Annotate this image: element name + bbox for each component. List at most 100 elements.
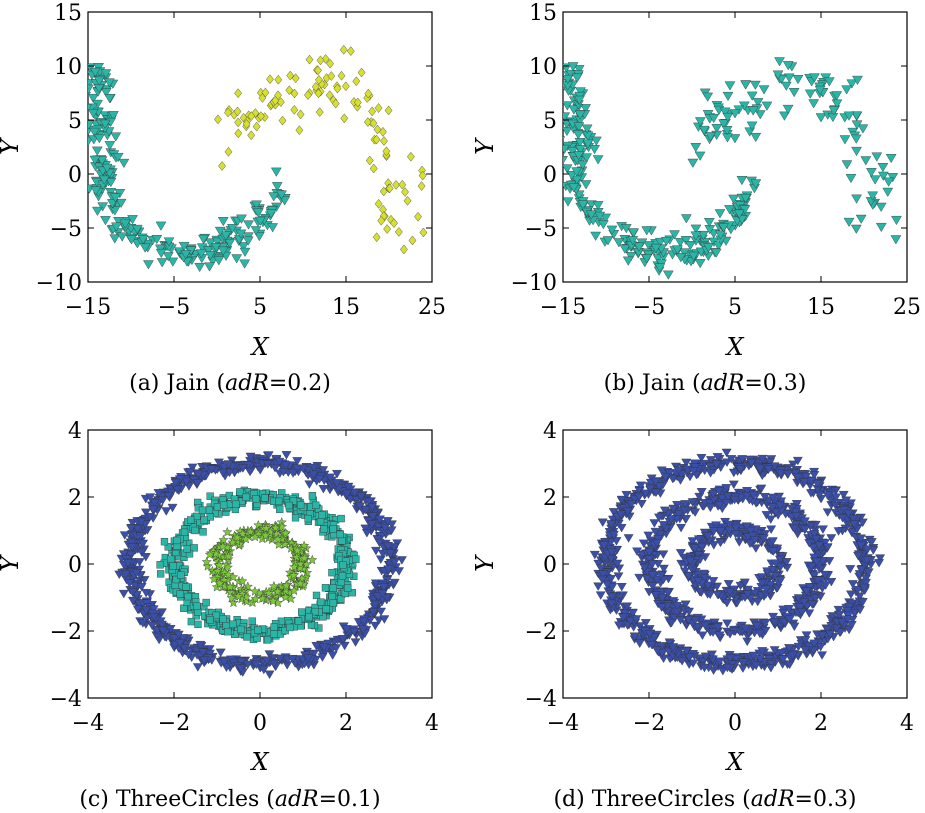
data-point [726, 455, 737, 464]
data-point [799, 517, 810, 526]
data-point [800, 636, 811, 645]
data-point [851, 194, 862, 204]
data-point [127, 588, 138, 597]
y-tick-label: 10 [529, 55, 557, 80]
data-point [342, 489, 353, 499]
data-point [321, 54, 330, 64]
data-point [729, 495, 740, 505]
data-point [156, 570, 165, 578]
data-point [684, 607, 694, 617]
data-point [249, 531, 261, 542]
data-point [93, 134, 105, 144]
data-point [575, 145, 586, 155]
x-axis-label: X [724, 748, 744, 776]
data-point [749, 535, 760, 545]
data-point [592, 201, 604, 211]
data-point [357, 67, 366, 78]
data-point [675, 549, 686, 558]
data-point [254, 216, 266, 226]
data-point [783, 73, 795, 83]
data-point [563, 109, 564, 111]
data-point [649, 519, 660, 528]
plot-area [87, 429, 433, 699]
x-tick-label: −5 [633, 295, 665, 320]
data-point [390, 218, 398, 228]
data-point [255, 466, 266, 475]
data-point [730, 530, 741, 539]
data-point [725, 630, 735, 639]
data-point [784, 615, 795, 624]
x-tick-label: 2 [814, 711, 828, 736]
x-tick-label: 2 [339, 711, 353, 736]
data-point [776, 649, 787, 658]
x-tick-label: 15 [807, 295, 835, 320]
data-point [666, 618, 677, 628]
data-point [318, 511, 326, 519]
data-point [712, 582, 722, 592]
data-point [325, 473, 336, 483]
data-point [857, 124, 869, 134]
data-point [194, 262, 206, 273]
data-point [702, 92, 714, 102]
data-point [638, 539, 649, 549]
data-point [589, 550, 600, 560]
data-point [755, 655, 766, 664]
data-point [285, 501, 293, 510]
data-point [650, 477, 661, 487]
data-point [680, 214, 692, 224]
data-point [320, 525, 328, 533]
panel-caption: (c) ThreeCircles (adR=0.1) [79, 787, 380, 812]
data-point [627, 609, 638, 618]
data-point [163, 237, 175, 247]
data-point [775, 501, 785, 511]
data-point [717, 667, 728, 676]
data-point [633, 242, 645, 252]
data-point [683, 615, 694, 625]
data-point [408, 235, 417, 246]
data-point [706, 650, 717, 660]
data-point [668, 643, 679, 652]
data-point [563, 74, 574, 85]
data-point [88, 76, 89, 79]
data-point [675, 616, 686, 625]
data-point [595, 591, 606, 600]
data-point [869, 175, 881, 185]
data-point [394, 567, 404, 576]
data-point [126, 235, 137, 245]
data-point [705, 503, 716, 513]
data-point [305, 54, 314, 65]
data-point [322, 605, 330, 613]
data-point [634, 573, 645, 583]
data-point [606, 599, 617, 609]
data-point [800, 525, 810, 534]
data-point [385, 549, 396, 558]
data-point [690, 508, 701, 517]
data-point [208, 573, 220, 584]
data-point [783, 605, 794, 614]
data-point [298, 608, 306, 616]
y-tick-label: 5 [543, 109, 557, 134]
data-point [749, 80, 761, 90]
data-point [375, 555, 386, 564]
data-point [167, 555, 175, 563]
data-point [822, 543, 833, 552]
data-point [269, 659, 280, 669]
data-point [224, 468, 235, 478]
data-point [810, 594, 821, 603]
data-point [837, 514, 848, 523]
data-point [137, 235, 149, 245]
data-point [195, 249, 207, 259]
data-point [651, 591, 661, 600]
data-point [97, 202, 109, 212]
data-point [274, 74, 283, 85]
data-point [814, 85, 826, 95]
y-tick-label: 4 [68, 419, 82, 444]
chart-panel-a: −15 −5 5 15 25 −10 −5 0 5 10 15 X Y (a) Jain (adR=0.2… [0, 1, 446, 396]
data-point [606, 520, 617, 529]
data-point [809, 471, 820, 480]
data-point [233, 106, 242, 117]
data-point [332, 469, 342, 479]
data-point [240, 533, 252, 544]
data-point [247, 130, 256, 141]
data-point [690, 143, 702, 153]
